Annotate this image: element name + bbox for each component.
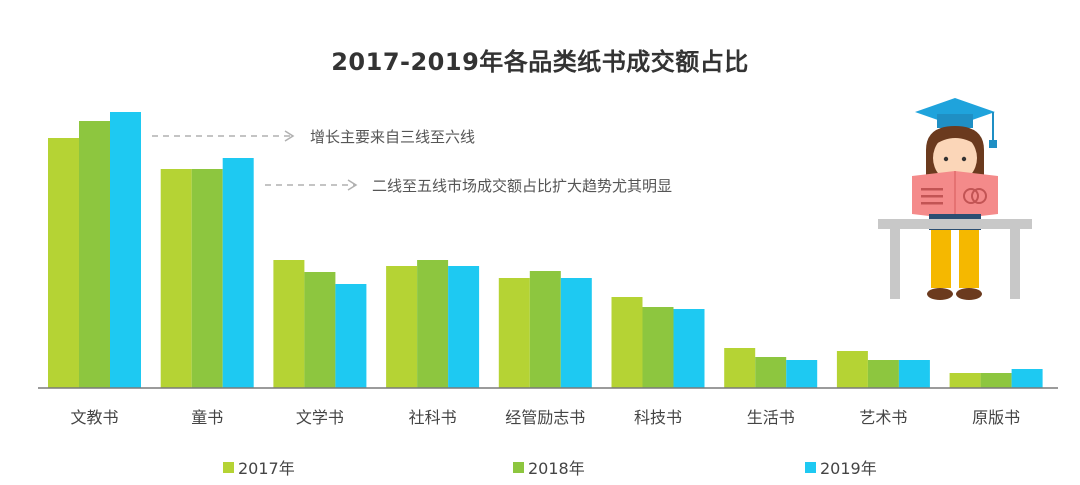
- bar-2-2: [191, 169, 223, 388]
- x-tick-labels: 文教书 童书 文学书 社科书 经管励志书 科技书 生活书 艺术书 原版书: [70, 408, 1020, 427]
- bar-7-2: [755, 357, 787, 388]
- bar-8-2: [867, 360, 899, 388]
- bar-2-3: [222, 158, 254, 388]
- bar-3-1: [273, 260, 305, 388]
- bar-5-3: [560, 278, 592, 388]
- shoe: [956, 288, 982, 300]
- legend-label-2018: 2018年: [528, 459, 585, 478]
- legend-label-2017: 2017年: [238, 459, 295, 478]
- bar-4-3: [448, 266, 480, 388]
- bar-9-1: [949, 373, 981, 388]
- x-tick-label: 科技书: [634, 408, 682, 427]
- x-tick-label: 原版书: [972, 408, 1020, 427]
- bar-6-3: [673, 309, 705, 388]
- x-tick-label: 经管励志书: [505, 408, 585, 427]
- student-reading-illustration: [878, 98, 1032, 300]
- desk: [878, 219, 1032, 229]
- bar-3-2: [304, 272, 336, 388]
- x-tick-label: 生活书: [747, 408, 795, 427]
- bar-7-3: [786, 360, 818, 388]
- x-tick-label: 童书: [191, 408, 223, 427]
- bar-1-1: [48, 138, 79, 388]
- bar-1-2: [79, 121, 110, 388]
- bar-6-2: [642, 307, 674, 388]
- x-tick-label: 社科书: [409, 408, 457, 427]
- chart-title: 2017-2019年各品类纸书成交额占比: [331, 48, 749, 76]
- bar-3-3: [335, 284, 367, 388]
- x-tick-label: 文教书: [70, 408, 118, 427]
- x-tick-label: 文学书: [296, 408, 344, 427]
- bar-8-1: [836, 351, 868, 388]
- legs: [931, 230, 951, 288]
- bar-8-3: [898, 360, 930, 388]
- legend-item-2018: 2018年: [513, 455, 585, 479]
- arrow-head-icon: [347, 179, 358, 191]
- graduation-cap-icon: [915, 98, 995, 126]
- annotation-2: 二线至五线市场成交额占比扩大趋势尤其明显: [265, 177, 672, 195]
- bar-6-1: [611, 297, 643, 388]
- bars-group: [48, 112, 1043, 388]
- bar-4-2: [417, 260, 449, 388]
- legend-label-2019: 2019年: [820, 459, 877, 478]
- legend-swatch-2018: [513, 461, 524, 473]
- bar-9-2: [980, 373, 1012, 388]
- bar-2-1: [160, 169, 192, 388]
- bar-7-1: [724, 348, 756, 388]
- x-tick-label: 艺术书: [859, 408, 907, 427]
- bar-5-2: [529, 271, 561, 388]
- bar-5-1: [498, 278, 530, 388]
- shoe: [927, 288, 953, 300]
- legend-item-2019: 2019年: [805, 455, 877, 479]
- arrow-head-icon: [284, 130, 295, 142]
- annotation-1: 增长主要来自三线至六线: [152, 128, 475, 146]
- bar-9-3: [1011, 369, 1043, 388]
- face: [933, 134, 977, 182]
- legend-item-2017: 2017年: [223, 455, 295, 479]
- annotation-text-2: 二线至五线市场成交额占比扩大趋势尤其明显: [372, 177, 672, 195]
- bar-1-3: [110, 112, 141, 388]
- legend-swatch-2017: [223, 461, 234, 473]
- annotation-text-1: 增长主要来自三线至六线: [310, 128, 475, 146]
- bar-4-1: [386, 266, 418, 388]
- legend-swatch-2019: [805, 461, 816, 473]
